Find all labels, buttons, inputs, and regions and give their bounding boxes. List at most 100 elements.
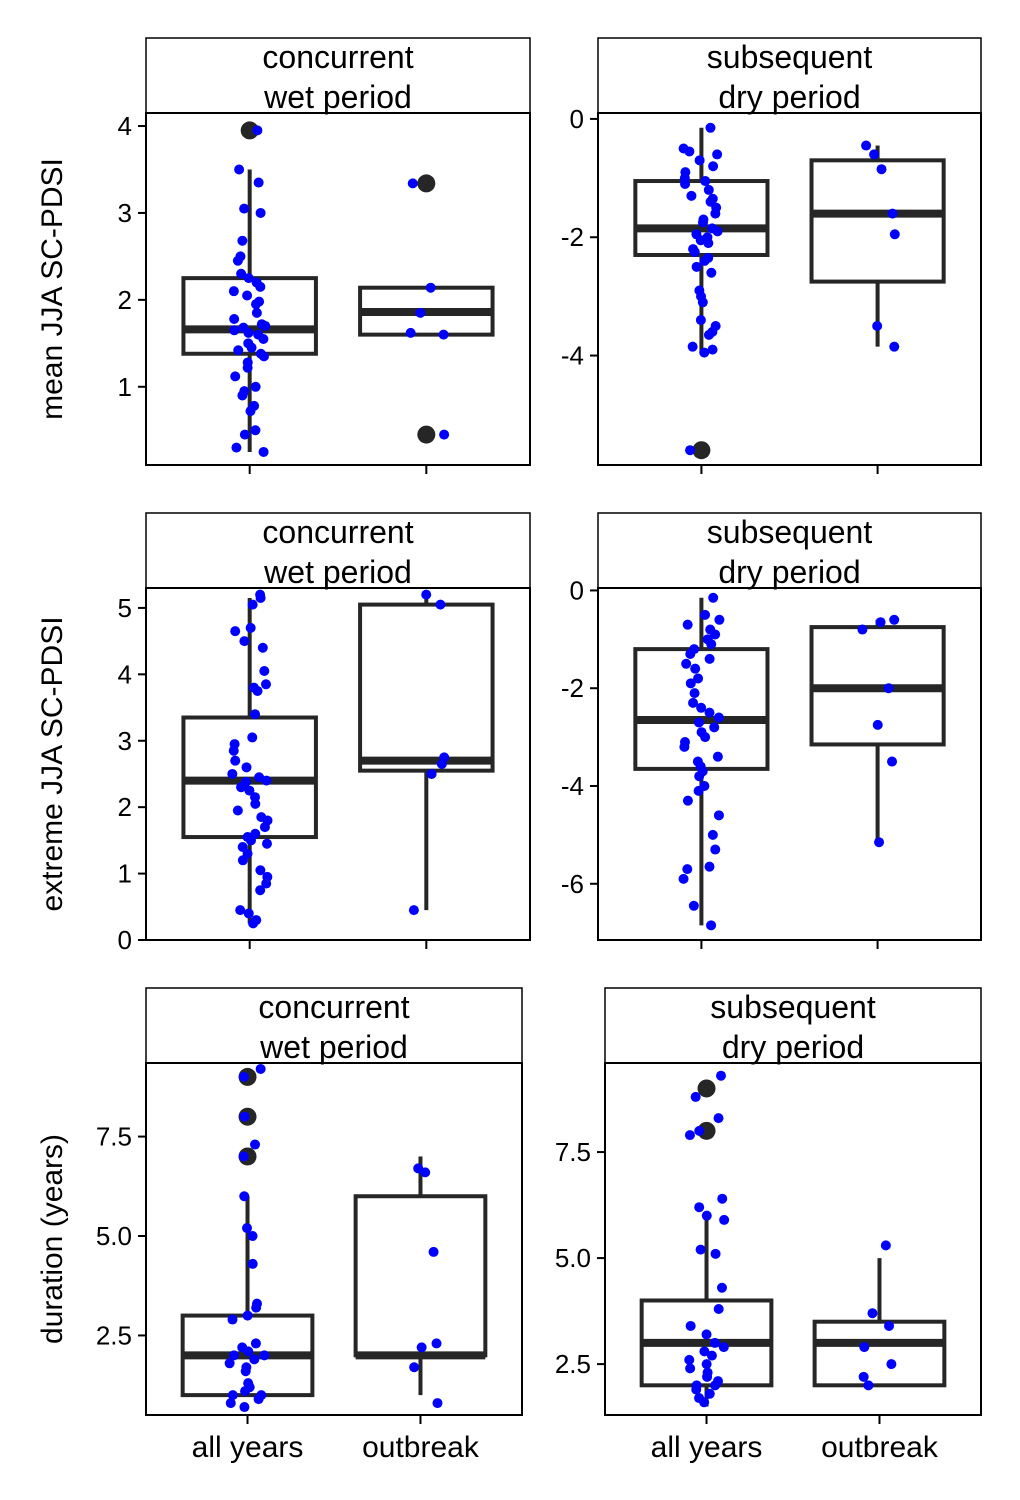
data-point bbox=[685, 1320, 696, 1331]
data-point bbox=[229, 313, 240, 324]
plot-area bbox=[181, 121, 495, 457]
data-point bbox=[695, 1244, 706, 1255]
data-point bbox=[253, 1394, 264, 1405]
y-tick-label: 3 bbox=[118, 198, 132, 228]
strip-box bbox=[145, 37, 531, 114]
data-point bbox=[880, 1240, 891, 1251]
data-point bbox=[688, 697, 699, 708]
data-point bbox=[704, 653, 715, 664]
data-point bbox=[243, 273, 254, 284]
data-point bbox=[884, 1320, 895, 1331]
y-tick-label: 2 bbox=[118, 285, 132, 315]
data-point bbox=[706, 267, 717, 278]
data-point bbox=[712, 149, 723, 160]
data-point bbox=[684, 1354, 695, 1365]
data-point bbox=[229, 325, 240, 336]
data-point bbox=[706, 1350, 717, 1361]
data-point bbox=[700, 609, 711, 620]
data-point bbox=[699, 1346, 710, 1357]
data-point bbox=[436, 759, 447, 769]
data-point bbox=[857, 624, 868, 635]
data-point bbox=[693, 717, 704, 728]
data-point bbox=[713, 712, 724, 723]
data-point bbox=[247, 1258, 258, 1269]
data-point bbox=[682, 795, 693, 806]
data-point bbox=[684, 1130, 695, 1141]
data-point bbox=[420, 1167, 431, 1178]
y-tick-label: 1 bbox=[118, 372, 132, 402]
y-axis-title: extreme JJA SC-PDSI bbox=[36, 616, 69, 911]
outlier-point bbox=[240, 121, 259, 140]
data-point bbox=[699, 347, 710, 358]
data-point bbox=[704, 861, 715, 872]
data-point bbox=[243, 327, 254, 338]
data-point bbox=[439, 429, 450, 440]
data-point bbox=[237, 235, 248, 246]
data-point bbox=[694, 155, 705, 166]
data-point bbox=[700, 732, 711, 743]
data-point bbox=[678, 873, 689, 884]
data-point bbox=[249, 1354, 260, 1365]
data-point bbox=[687, 341, 698, 352]
data-point bbox=[228, 286, 239, 297]
data-point bbox=[685, 678, 696, 689]
data-point bbox=[699, 1397, 710, 1408]
panel-1-1: subsequent dry period -6 -4 -2 0 bbox=[561, 512, 982, 949]
data-point bbox=[247, 599, 258, 610]
iqr-box bbox=[809, 158, 946, 284]
data-point bbox=[409, 1362, 420, 1373]
data-point bbox=[258, 333, 269, 344]
data-point bbox=[247, 1231, 258, 1242]
data-point bbox=[710, 208, 721, 219]
data-point bbox=[681, 658, 692, 669]
data-point bbox=[255, 865, 266, 876]
data-point bbox=[697, 217, 708, 228]
data-point bbox=[690, 1091, 701, 1102]
y-tick-label: -2 bbox=[561, 222, 584, 252]
panel-1-0: concurrent wet period 0 1 2 3 4 5 bbox=[118, 512, 531, 955]
box-outbreak bbox=[358, 174, 495, 444]
data-point bbox=[887, 756, 898, 767]
data-point bbox=[710, 1248, 721, 1259]
data-point bbox=[889, 614, 900, 625]
data-point bbox=[716, 1070, 727, 1081]
y-tick-label: 5 bbox=[118, 593, 132, 623]
data-point bbox=[713, 1303, 724, 1314]
data-point bbox=[876, 164, 887, 175]
data-point bbox=[246, 835, 257, 846]
panel-2-0: concurrent wet period 2.5 5.0 7.5 all years ou… bbox=[96, 987, 523, 1464]
data-point bbox=[259, 1350, 270, 1361]
data-point bbox=[243, 1346, 254, 1357]
data-point bbox=[696, 702, 707, 713]
data-point bbox=[421, 589, 432, 600]
box-outbreak bbox=[353, 1156, 488, 1396]
data-point bbox=[710, 629, 721, 640]
data-point bbox=[242, 1310, 253, 1321]
data-point bbox=[247, 732, 258, 743]
data-point bbox=[239, 203, 250, 214]
data-point bbox=[261, 878, 272, 889]
data-point bbox=[255, 1063, 266, 1074]
data-point bbox=[710, 1380, 721, 1391]
box-outbreak bbox=[812, 1258, 947, 1388]
data-point bbox=[682, 864, 693, 875]
data-point bbox=[245, 406, 256, 417]
data-point bbox=[255, 281, 266, 292]
data-point bbox=[869, 149, 880, 160]
strip-box bbox=[604, 987, 982, 1064]
data-point bbox=[227, 1390, 238, 1401]
data-point bbox=[237, 390, 248, 401]
strip-label-line1: concurrent bbox=[262, 514, 413, 550]
strip-label-line2: wet period bbox=[259, 1029, 408, 1065]
data-point bbox=[686, 190, 697, 201]
data-point bbox=[260, 679, 271, 690]
data-point bbox=[679, 741, 690, 752]
data-point bbox=[239, 636, 250, 647]
outlier-point bbox=[417, 174, 436, 193]
data-point bbox=[704, 707, 715, 718]
data-point bbox=[689, 247, 700, 258]
data-point bbox=[237, 855, 248, 866]
plot-frame bbox=[145, 1062, 523, 1416]
data-point bbox=[259, 666, 270, 677]
data-point bbox=[239, 1402, 250, 1413]
